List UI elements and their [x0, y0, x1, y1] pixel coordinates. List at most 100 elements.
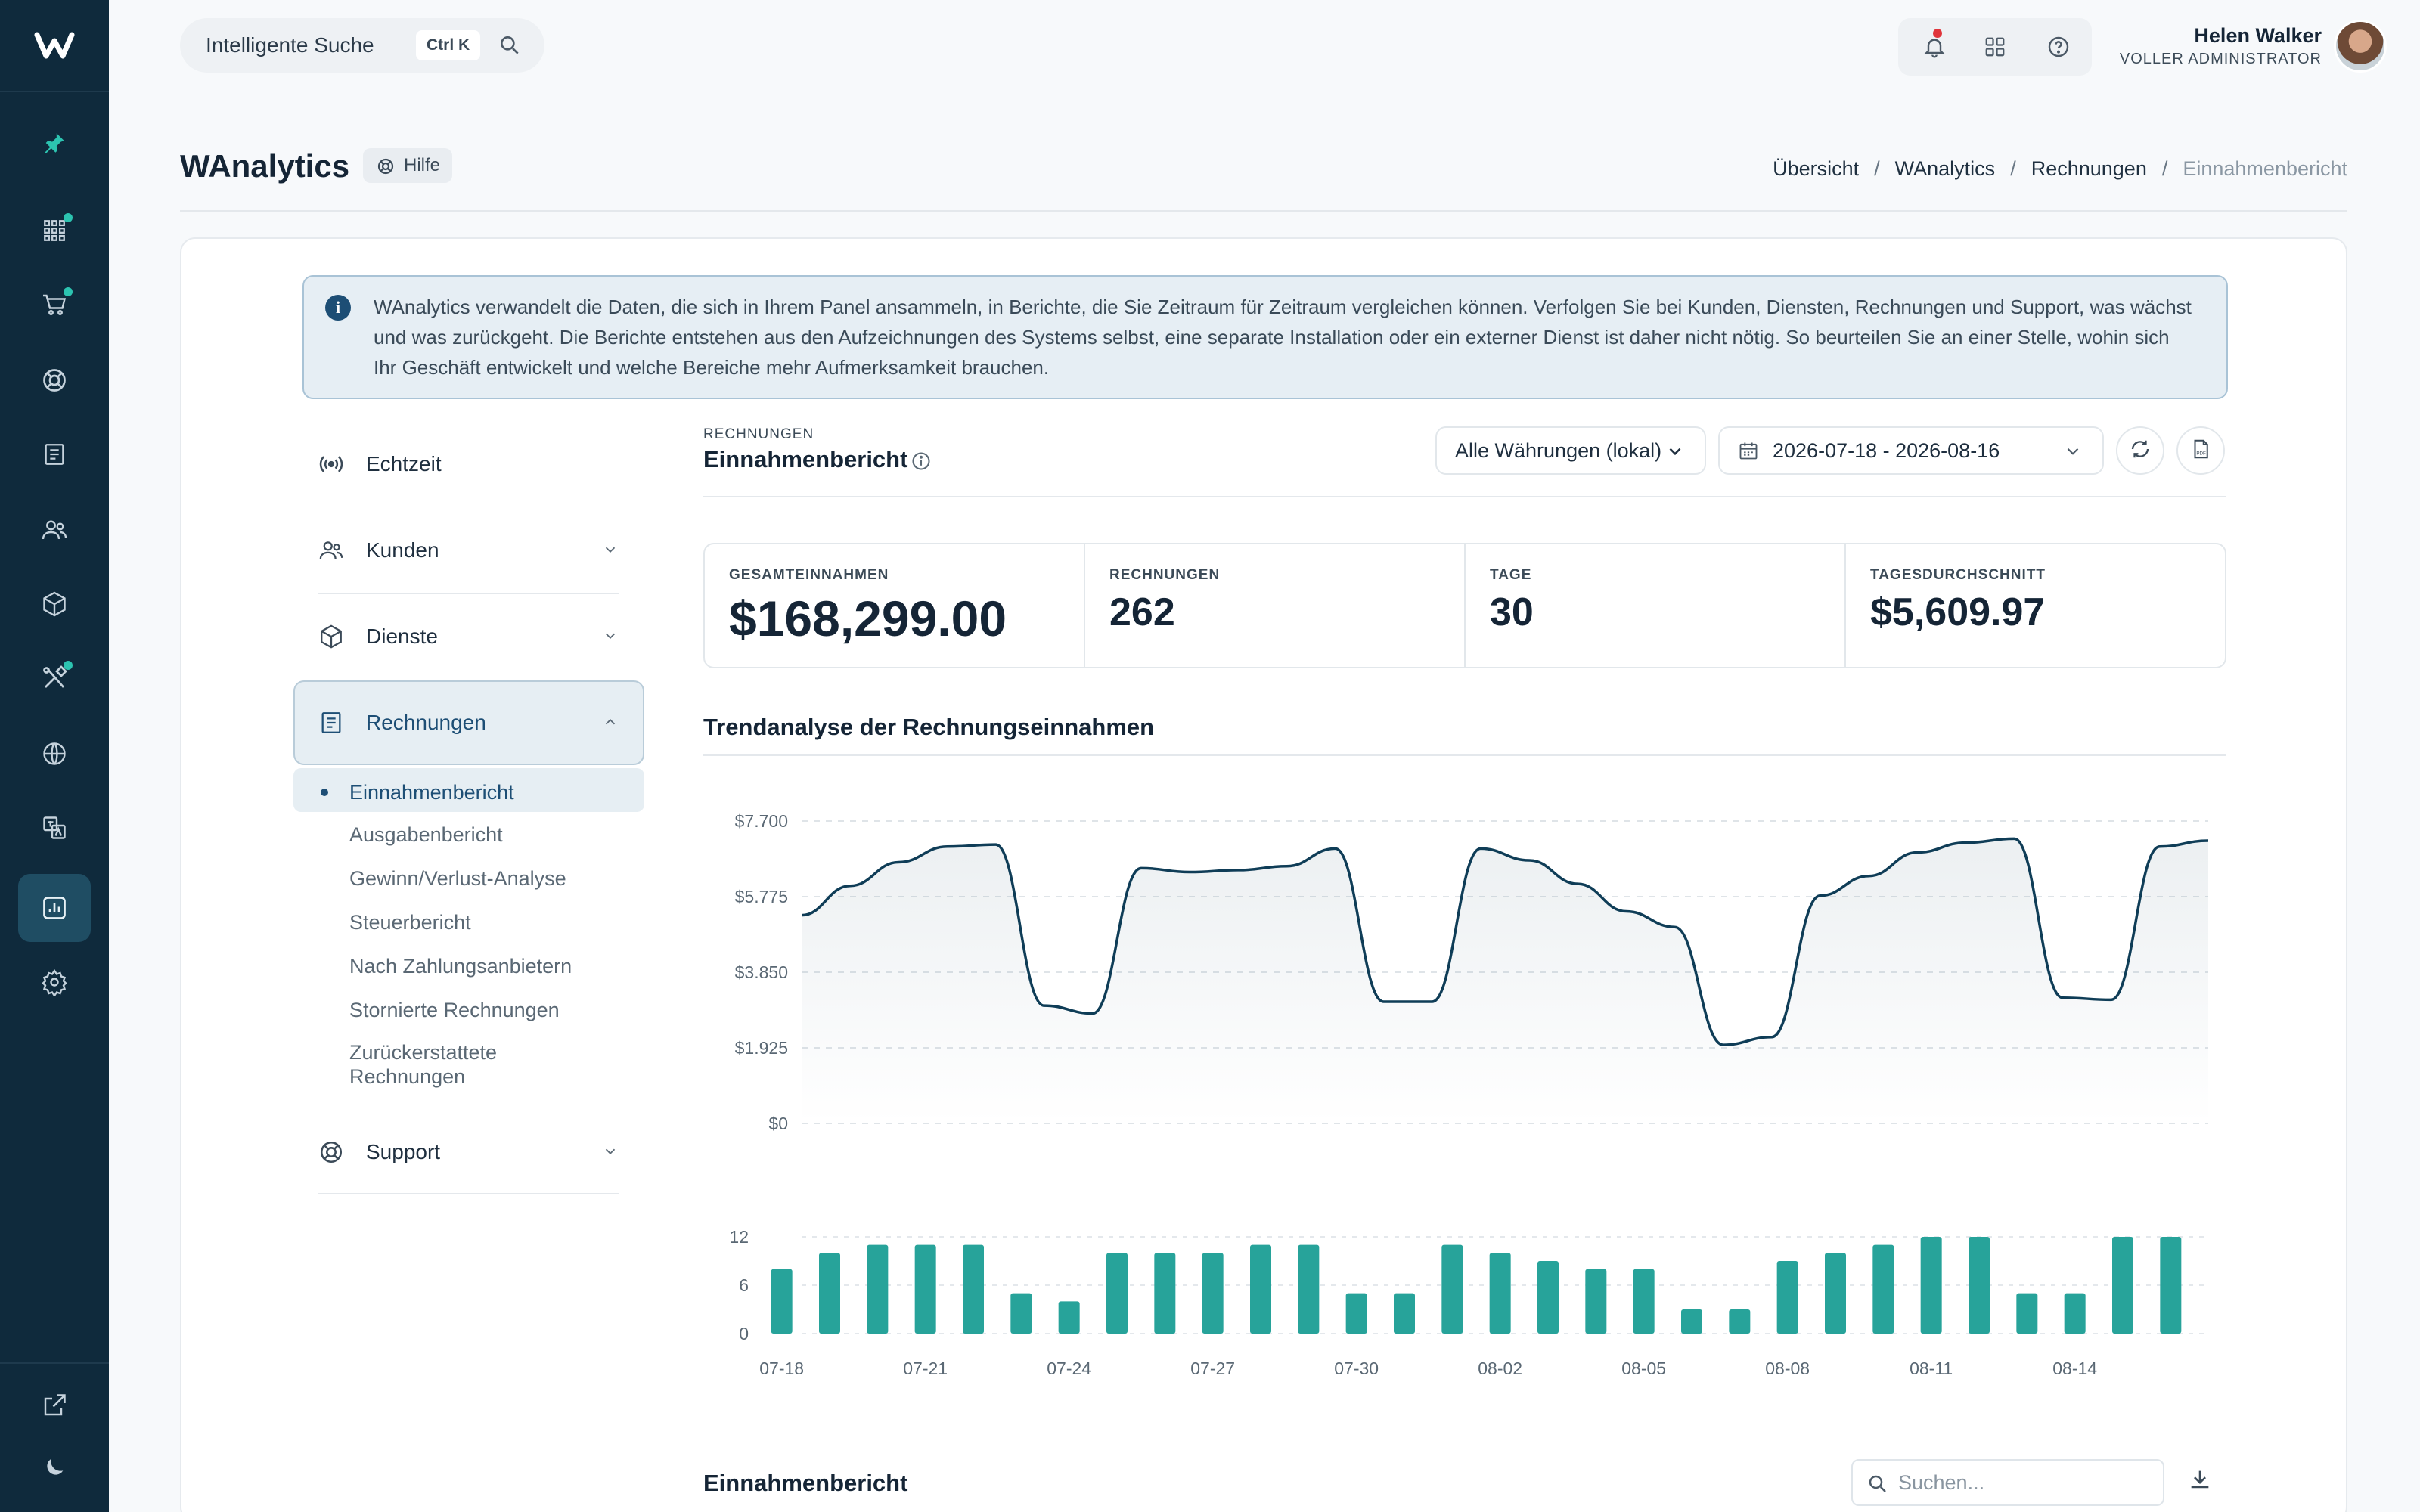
tools-icon[interactable]: [18, 644, 91, 712]
pin-icon[interactable]: [18, 109, 91, 177]
breadcrumb-separator: /: [2161, 157, 2168, 180]
header-divider: [180, 210, 2347, 212]
app-logo[interactable]: [0, 0, 109, 92]
apps-grid-icon[interactable]: [18, 197, 91, 265]
y-tick-label: $1.925: [735, 1038, 788, 1058]
breadcrumb-item[interactable]: Übersicht: [1773, 157, 1860, 180]
submenu-tax-report[interactable]: Steuerbericht: [349, 911, 471, 934]
globe-icon[interactable]: [18, 720, 91, 788]
pdf-export-button[interactable]: PDF: [2176, 426, 2225, 475]
submenu-active-bg: [293, 768, 644, 812]
invoice-bar: [1250, 1244, 1271, 1334]
chevron-down-icon[interactable]: [602, 541, 619, 562]
menu-item-label: Kunden: [366, 538, 439, 562]
table-search-input[interactable]: Suchen...: [1851, 1459, 2164, 1506]
x-tick-label: 08-02: [1478, 1359, 1522, 1378]
breadcrumb-item[interactable]: WAnalytics: [1894, 157, 1996, 180]
cart-icon[interactable]: [18, 271, 91, 339]
menu-item-customers[interactable]: Kunden: [318, 537, 439, 564]
invoice-bar: [1969, 1237, 1990, 1334]
info-outline-icon[interactable]: [911, 451, 932, 476]
invoice-bar: [1394, 1293, 1415, 1334]
breadcrumb: Übersicht / WAnalytics / Rechnungen / Ei…: [1773, 157, 2347, 181]
report-title: Einnahmenbericht: [703, 446, 908, 472]
external-link-icon[interactable]: [18, 1371, 91, 1439]
submenu-by-gateway[interactable]: Nach Zahlungsanbietern: [349, 955, 572, 978]
invoice-bar: [819, 1253, 840, 1334]
submenu-refunded[interactable]: Zurückerstattete Rechnungen: [349, 1041, 498, 1088]
currency-select[interactable]: Alle Währungen (lokal): [1435, 426, 1706, 475]
apps-icon[interactable]: [1980, 32, 2010, 62]
stat-label: RECHNUNGEN: [1109, 567, 1221, 583]
submenu-cancelled[interactable]: Stornierte Rechnungen: [349, 999, 560, 1021]
x-tick-label: 07-27: [1190, 1359, 1235, 1378]
invoice-bar: [1920, 1237, 1942, 1334]
smart-search[interactable]: Intelligente Suche Ctrl K: [180, 18, 544, 73]
bar-y-tick-label: 12: [729, 1227, 749, 1247]
breadcrumb-current: Einnahmenbericht: [2183, 157, 2347, 180]
search-icon[interactable]: [498, 33, 522, 61]
bell-icon[interactable]: [1919, 32, 1950, 62]
date-range-value: 2026-07-18 - 2026-08-16: [1773, 438, 2000, 462]
users-icon[interactable]: [18, 496, 91, 564]
menu-item-services[interactable]: Dienste: [318, 623, 438, 650]
chevron-down-icon[interactable]: [602, 627, 619, 648]
stat-label: TAGE: [1490, 567, 1532, 583]
smart-search-label: Intelligente Suche: [206, 33, 374, 57]
menu-item-label: Dienste: [366, 624, 438, 648]
invoice-bar: [1729, 1309, 1751, 1334]
stat-invoices: RECHNUNGEN 262: [1085, 544, 1466, 667]
avatar[interactable]: [2334, 20, 2387, 73]
invoice-bar: [2160, 1237, 2182, 1334]
notification-dot: [64, 213, 73, 222]
submenu-revenue-report[interactable]: Einnahmenbericht: [349, 781, 514, 804]
y-tick-label: $7.700: [735, 811, 788, 831]
translate-icon[interactable]: [18, 794, 91, 862]
invoice-bar: [1537, 1261, 1559, 1334]
help-button[interactable]: Hilfe: [363, 148, 453, 183]
invoice-bar: [2064, 1293, 2086, 1334]
breadcrumb-item[interactable]: Rechnungen: [2031, 157, 2147, 180]
download-icon[interactable]: [2187, 1467, 2213, 1496]
date-range-picker[interactable]: 2026-07-18 - 2026-08-16: [1718, 426, 2104, 475]
lifebuoy-icon: [377, 157, 395, 181]
chevron-up-icon[interactable]: [602, 714, 619, 734]
invoice-bar: [1776, 1261, 1798, 1334]
stat-value: 262: [1109, 590, 1175, 634]
invoice-bar: [1058, 1301, 1080, 1334]
analytics-icon[interactable]: [18, 874, 91, 942]
menu-item-invoices[interactable]: Rechnungen: [318, 709, 486, 736]
settings-icon[interactable]: [18, 948, 91, 1016]
menu-item-realtime[interactable]: Echtzeit: [318, 451, 442, 478]
menu-item-support[interactable]: Support: [318, 1139, 440, 1166]
shortcut-badge: Ctrl K: [416, 30, 481, 60]
info-text: WAnalytics verwandelt die Daten, die sic…: [374, 296, 2192, 379]
y-tick-label: $3.850: [735, 962, 788, 982]
calendar-icon: [1738, 440, 1759, 466]
menu-item-label: Rechnungen: [366, 711, 486, 734]
revenue-trend-chart: $7.700 $5.775 $3.850 $1.925 $0 12 6 0 07-18 07-21…: [729, 811, 2209, 1378]
user-info[interactable]: Helen Walker VOLLER ADMINISTRATOR: [2120, 24, 2322, 68]
stat-label: GESAMTEINNAHMEN: [729, 567, 889, 583]
box-icon: [318, 623, 345, 650]
stat-label: TAGESDURCHSCHNITT: [1870, 567, 2046, 583]
help-circle-icon[interactable]: [2043, 32, 2074, 62]
refresh-button[interactable]: [2116, 426, 2164, 475]
invoice-icon[interactable]: [18, 420, 91, 488]
x-tick-label: 08-05: [1621, 1359, 1666, 1378]
menu-item-invoices-active: [293, 680, 644, 765]
submenu-profit-loss[interactable]: Gewinn/Verlust-Analyse: [349, 867, 566, 890]
invoice-bar: [1010, 1293, 1032, 1334]
invoice-bar: [867, 1244, 889, 1334]
y-tick-label: $0: [768, 1114, 788, 1133]
lifebuoy-icon[interactable]: [18, 346, 91, 414]
invoice-bar: [2016, 1293, 2038, 1334]
invoice-bar: [2112, 1237, 2133, 1334]
invoice-bar: [1106, 1253, 1128, 1334]
dark-mode-icon[interactable]: [18, 1433, 91, 1501]
invoice-bar: [914, 1244, 936, 1334]
submenu-expense-report[interactable]: Ausgabenbericht: [349, 823, 503, 846]
stats-row: GESAMTEINNAHMEN $168,299.00 RECHNUNGEN 2…: [703, 543, 2226, 668]
chevron-down-icon[interactable]: [602, 1143, 619, 1163]
box-icon[interactable]: [18, 570, 91, 638]
